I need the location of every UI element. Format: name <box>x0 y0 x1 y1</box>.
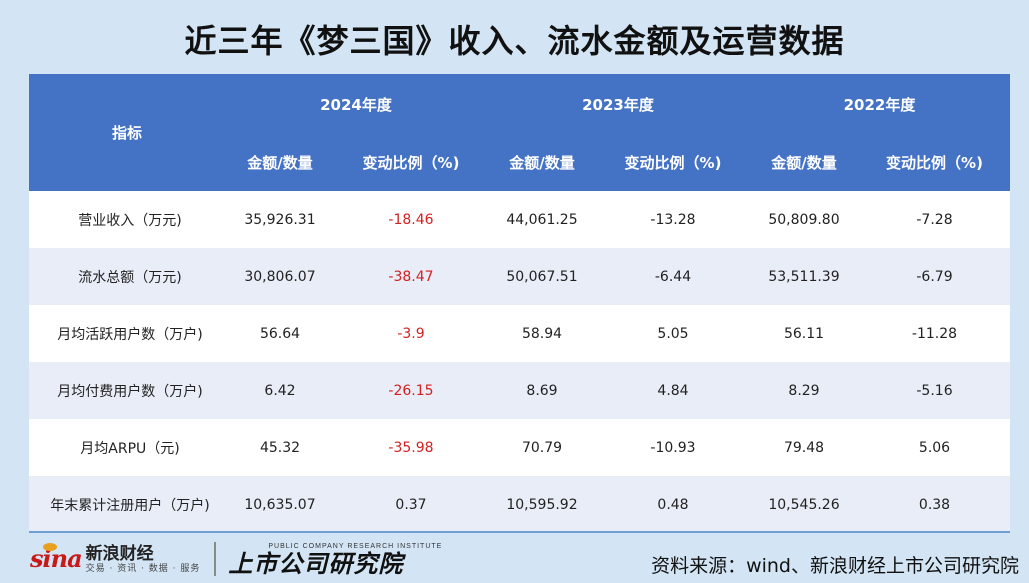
amount-cell: 53,511.39 <box>749 248 859 305</box>
table-row: 月均付费用户数（万户) 6.42 -26.15 8.69 4.84 8.29 -… <box>29 362 1010 419</box>
table-header-row-metrics: 金额/数量 变动比例（%) 金额/数量 变动比例（%) 金额/数量 变动比例（%… <box>29 134 1010 191</box>
row-label: 月均活跃用户数（万户) <box>29 305 225 362</box>
amount-cell: 35,926.31 <box>225 191 335 248</box>
footer-logos: sina 新浪财经 交易 · 资讯 · 数据 · 服务 PUBLIC COMPA… <box>30 541 442 577</box>
change-cell: 0.37 <box>335 476 487 533</box>
sina-brand-tagline: 交易 · 资讯 · 数据 · 服务 <box>85 563 201 574</box>
logo-divider <box>214 542 217 576</box>
row-label: 年末累计注册用户（万户) <box>29 476 225 533</box>
change-cell: -6.79 <box>859 248 1010 305</box>
sina-brand: 新浪财经 交易 · 资讯 · 数据 · 服务 <box>86 544 201 575</box>
table-row: 月均活跃用户数（万户) 56.64 -3.9 58.94 5.05 56.11 … <box>29 305 1010 362</box>
table-header-row-years: 指标 2024年度 2023年度 2022年度 <box>29 74 1010 191</box>
change-cell: 5.05 <box>597 305 749 362</box>
amount-header: 金额/数量 <box>225 134 335 191</box>
table-row: 年末累计注册用户（万户) 10,635.07 0.37 10,595.92 0.… <box>29 476 1010 533</box>
page-title: 近三年《梦三国》收入、流水金额及运营数据 <box>184 22 845 60</box>
table-row: 流水总额（万元) 30,806.07 -38.47 50,067.51 -6.4… <box>29 248 1010 305</box>
change-cell: -38.47 <box>335 248 487 305</box>
data-table-container: 指标 2024年度 2023年度 2022年度 金额/数量 变动比例（%) 金额… <box>29 74 1010 533</box>
change-cell: -7.28 <box>859 191 1010 248</box>
amount-cell: 45.32 <box>225 419 335 476</box>
change-cell: -13.28 <box>597 191 749 248</box>
amount-cell: 56.11 <box>749 305 859 362</box>
table-bottom-rule <box>29 531 1010 533</box>
amount-cell: 8.29 <box>749 362 859 419</box>
amount-cell: 56.64 <box>225 305 335 362</box>
table-row: 月均ARPU（元) 45.32 -35.98 70.79 -10.93 79.4… <box>29 419 1010 476</box>
change-cell: 5.06 <box>859 419 1010 476</box>
table-row: 营业收入（万元) 35,926.31 -18.46 44,061.25 -13.… <box>29 191 1010 248</box>
amount-cell: 58.94 <box>487 305 597 362</box>
institute-logo: PUBLIC COMPANY RESEARCH INSTITUTE 上市公司研究… <box>228 542 442 577</box>
amount-cell: 10,635.07 <box>225 476 335 533</box>
amount-cell: 70.79 <box>487 419 597 476</box>
amount-cell: 30,806.07 <box>225 248 335 305</box>
indicator-header: 指标 <box>29 74 225 191</box>
amount-header: 金额/数量 <box>487 134 597 191</box>
sina-brand-name: 新浪财经 <box>85 543 154 564</box>
amount-cell: 50,809.80 <box>749 191 859 248</box>
change-cell: -11.28 <box>859 305 1010 362</box>
change-header: 变动比例（%) <box>597 134 749 191</box>
institute-chinese-name: 上市公司研究院 <box>228 549 404 578</box>
amount-cell: 10,595.92 <box>487 476 597 533</box>
change-cell: -3.9 <box>335 305 487 362</box>
sina-eye-icon <box>43 543 57 551</box>
sina-logo-text: sina <box>30 544 83 573</box>
change-cell: -35.98 <box>335 419 487 476</box>
row-label: 营业收入（万元) <box>29 191 225 248</box>
change-cell: 4.84 <box>597 362 749 419</box>
change-header: 变动比例（%) <box>859 134 1010 191</box>
change-cell: -26.15 <box>335 362 487 419</box>
row-label: 流水总额（万元) <box>29 248 225 305</box>
change-cell: -18.46 <box>335 191 487 248</box>
year-header-2022: 2022年度 <box>749 74 1010 134</box>
amount-cell: 50,067.51 <box>487 248 597 305</box>
sina-logo: sina <box>30 543 83 573</box>
amount-cell: 79.48 <box>749 419 859 476</box>
change-cell: -5.16 <box>859 362 1010 419</box>
row-label: 月均ARPU（元) <box>29 419 225 476</box>
operating-data-table: 指标 2024年度 2023年度 2022年度 金额/数量 变动比例（%) 金额… <box>29 74 1010 533</box>
year-header-2024: 2024年度 <box>225 74 487 134</box>
institute-english-name: PUBLIC COMPANY RESEARCH INSTITUTE <box>268 542 443 550</box>
amount-header: 金额/数量 <box>749 134 859 191</box>
change-cell: -10.93 <box>597 419 749 476</box>
amount-cell: 44,061.25 <box>487 191 597 248</box>
year-header-2023: 2023年度 <box>487 74 749 134</box>
amount-cell: 8.69 <box>487 362 597 419</box>
change-cell: 0.48 <box>597 476 749 533</box>
change-cell: -6.44 <box>597 248 749 305</box>
row-label: 月均付费用户数（万户) <box>29 362 225 419</box>
data-source-note: 资料来源：wind、新浪财经上市公司研究院 <box>651 555 1019 577</box>
change-header: 变动比例（%) <box>335 134 487 191</box>
amount-cell: 10,545.26 <box>749 476 859 533</box>
amount-cell: 6.42 <box>225 362 335 419</box>
change-cell: 0.38 <box>859 476 1010 533</box>
